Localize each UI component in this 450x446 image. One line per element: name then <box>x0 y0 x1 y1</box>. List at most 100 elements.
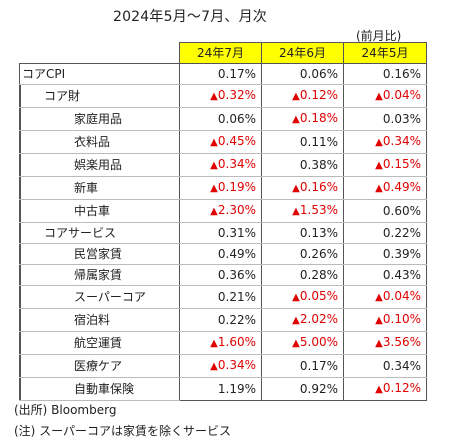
value-text: 0.36% <box>217 268 256 282</box>
value-cell: 1.19% <box>179 377 262 401</box>
row-label-cell: 帰属家賃 <box>19 264 180 286</box>
negative-triangle-icon: ▲ <box>210 361 218 372</box>
value-text: 0.04% <box>382 289 421 303</box>
value-cell: 0.36% <box>179 264 262 286</box>
value-cell: 0.06% <box>261 63 344 85</box>
value-text: 0.12% <box>382 381 421 395</box>
value-cell: ▲1.53% <box>261 199 344 223</box>
value-cell: 0.16% <box>343 63 427 85</box>
value-cell: 0.22% <box>343 222 427 244</box>
value-text: 0.49% <box>382 180 421 194</box>
value-text: 0.15% <box>382 157 421 171</box>
value-cell: ▲3.56% <box>343 331 427 355</box>
row-label-cell: コアCPI <box>19 63 180 85</box>
value-cell: ▲0.05% <box>261 285 344 309</box>
value-cell: ▲1.60% <box>179 331 262 355</box>
row-label-cell: コア財 <box>19 84 180 108</box>
negative-triangle-icon: ▲ <box>375 160 383 171</box>
column-header: 24年7月 <box>179 42 262 64</box>
row-label: 家庭用品 <box>74 112 123 126</box>
value-cell: ▲2.30% <box>179 199 262 223</box>
value-cell: 0.21% <box>179 285 262 309</box>
value-text: 0.17% <box>299 359 338 373</box>
value-cell: ▲0.34% <box>179 153 262 177</box>
value-text: 0.06% <box>217 112 256 126</box>
value-text: 0.49% <box>217 247 256 261</box>
value-text: 0.34% <box>217 358 256 372</box>
negative-triangle-icon: ▲ <box>375 384 383 395</box>
negative-triangle-icon: ▲ <box>292 292 300 303</box>
row-label: 宿泊料 <box>74 313 111 327</box>
row-label: コア財 <box>44 89 81 103</box>
value-text: 3.56% <box>382 335 421 349</box>
value-text: 0.16% <box>299 180 338 194</box>
row-label-cell: 娯楽用品 <box>19 153 180 177</box>
row-label: 帰属家賃 <box>74 268 123 282</box>
row-label-cell: スーパーコア <box>19 285 180 309</box>
value-cell: ▲0.32% <box>179 84 262 108</box>
value-cell: ▲0.04% <box>343 84 427 108</box>
row-label: コアサービス <box>44 226 117 240</box>
value-text: 1.53% <box>299 203 338 217</box>
value-text: 0.12% <box>299 88 338 102</box>
value-cell: ▲0.34% <box>179 354 262 378</box>
table-row: 航空運賃 ▲1.60% ▲ 5.00% ▲3.56% <box>19 331 427 355</box>
negative-triangle-icon: ▲ <box>375 137 383 148</box>
negative-triangle-icon: ▲ <box>375 183 383 194</box>
value-text: 0.45% <box>217 134 256 148</box>
header-blank <box>19 42 180 64</box>
value-text: 0.22% <box>217 313 256 327</box>
table-body: コアCPI 0.17% 0.06% 0.16% コア財 ▲0.32% ▲0.12% ▲0.04… <box>19 63 427 401</box>
value-cell: ▲0.12% <box>261 84 344 108</box>
value-text: 1.19% <box>217 382 256 396</box>
row-label: 民営家賃 <box>74 247 123 261</box>
negative-triangle-icon: ▲ <box>375 91 383 102</box>
value-cell: ▲0.10% <box>343 308 427 332</box>
value-cell: 0.22% <box>179 308 262 332</box>
row-label: 新車 <box>74 181 99 195</box>
negative-triangle-icon: ▲ <box>210 183 218 194</box>
value-cell: ▲0.15% <box>343 153 427 177</box>
value-cell: ▲2.02% <box>261 308 344 332</box>
negative-triangle-icon: ▲ <box>210 338 218 349</box>
value-text: 0.34% <box>382 359 421 373</box>
value-cell: 0.17% <box>179 63 262 85</box>
row-label-cell: 航空運賃 <box>19 331 180 355</box>
value-cell: 0.43% <box>343 264 427 286</box>
negative-triangle-icon: ▲ <box>210 160 218 171</box>
value-cell: 0.03% <box>343 107 427 131</box>
source-note: (出所) Bloomberg <box>14 403 117 417</box>
value-cell: ▲0.04% <box>343 285 427 309</box>
table-row: 民営家賃 0.49% 0.26% 0.39% <box>19 243 427 265</box>
header-row: 24年7月 24年6月 24年5月 <box>19 42 427 64</box>
value-cell: ▲0.34% <box>343 130 427 154</box>
value-text: 0.22% <box>382 226 421 240</box>
table-row: 帰属家賃 0.36% 0.28% 0.43% <box>19 264 427 286</box>
row-label-cell: 新車 <box>19 176 180 200</box>
value-cell: ▲0.49% <box>343 176 427 200</box>
value-text: 0.43% <box>382 268 421 282</box>
value-text: 0.17% <box>217 67 256 81</box>
negative-triangle-icon: ▲ <box>292 91 300 102</box>
negative-triangle-icon: ▲ <box>210 91 218 102</box>
negative-triangle-icon: ▲ <box>292 114 300 125</box>
negative-triangle-icon: ▲ <box>210 137 218 148</box>
value-text: 0.03% <box>382 112 421 126</box>
value-text: 0.05% <box>299 289 338 303</box>
value-text: 0.11% <box>299 135 338 149</box>
value-text: 0.28% <box>299 268 338 282</box>
value-cell: ▲0.19% <box>179 176 262 200</box>
value-text: 0.92% <box>299 382 338 396</box>
column-header: 24年5月 <box>343 42 427 64</box>
table-row: コアサービス 0.31% 0.13% 0.22% <box>19 222 427 244</box>
unit-note: (前月比) <box>356 29 402 43</box>
table-row: コアCPI 0.17% 0.06% 0.16% <box>19 63 427 85</box>
row-label: コアCPI <box>22 67 66 81</box>
value-cell: 0.26% <box>261 243 344 265</box>
row-label: 娯楽用品 <box>74 158 123 172</box>
value-text: 0.26% <box>299 247 338 261</box>
row-label-cell: 中古車 <box>19 199 180 223</box>
column-header: 24年6月 <box>261 42 344 64</box>
value-text: 5.00% <box>299 335 338 349</box>
row-label: 中古車 <box>74 204 111 218</box>
